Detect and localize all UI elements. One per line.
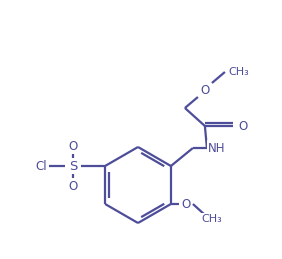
Text: O: O	[200, 83, 210, 97]
Text: O: O	[69, 140, 78, 153]
Text: S: S	[69, 160, 77, 172]
Text: CH₃: CH₃	[202, 214, 222, 224]
Text: Cl: Cl	[35, 160, 47, 172]
Text: O: O	[69, 179, 78, 192]
Text: NH: NH	[208, 141, 226, 155]
Text: CH₃: CH₃	[228, 67, 249, 77]
Text: O: O	[181, 198, 191, 211]
Text: O: O	[238, 119, 248, 133]
